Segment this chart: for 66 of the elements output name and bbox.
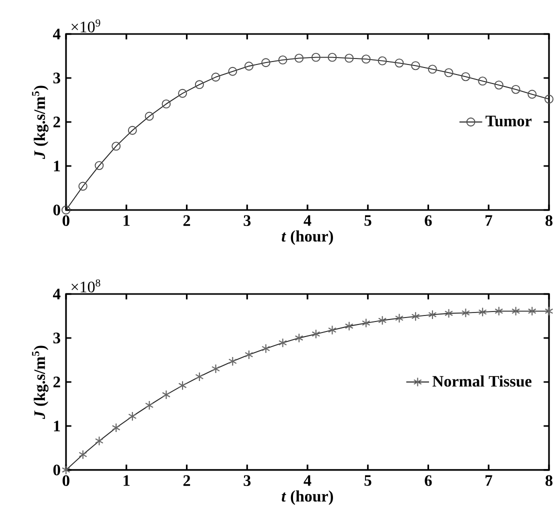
y-tick-label: 1 <box>54 160 60 172</box>
y-tick-label: 4 <box>52 288 60 300</box>
x-tick-label: 5 <box>364 215 372 226</box>
x-tick-label: 2 <box>183 475 190 486</box>
point <box>362 54 371 64</box>
text: ×10$^{9}$ <box>72 19 100 32</box>
x-tick-label: 0 <box>62 215 70 226</box>
y-tick-label: 3 <box>53 332 60 344</box>
point <box>378 56 387 66</box>
point <box>328 52 337 62</box>
point <box>211 72 220 82</box>
x-axis-title: t (hour) <box>282 490 333 505</box>
y-tick-label: 0 <box>53 464 60 476</box>
x-tick-label: 0 <box>62 475 70 486</box>
point <box>528 90 537 99</box>
point <box>244 62 254 71</box>
x-tick-label: 4 <box>304 215 312 226</box>
x-tick-label: 6 <box>424 215 432 226</box>
point <box>494 80 504 90</box>
x-tick-label: 3 <box>244 215 251 226</box>
point <box>178 88 187 98</box>
point <box>461 72 470 82</box>
point <box>162 99 171 108</box>
x-tick-label: 3 <box>244 475 251 486</box>
point <box>78 182 88 191</box>
y-tick-label: 0 <box>53 204 60 216</box>
y-tick-label: 4 <box>52 28 60 40</box>
point <box>544 94 554 104</box>
x-tick-label: 5 <box>364 475 372 486</box>
legend-label: Tumor <box>486 116 532 126</box>
legend-label: Normal Tissue <box>432 375 532 387</box>
x-tick-label: 7 <box>486 215 492 226</box>
point <box>278 55 288 64</box>
x-tick-label: 6 <box>424 475 432 486</box>
y-tick-label: 2 <box>53 116 60 128</box>
point <box>344 54 354 63</box>
point <box>62 206 70 214</box>
x-tick-label: 8 <box>546 475 552 486</box>
x-tick-label: 1 <box>124 475 130 486</box>
y-axis-title: J (kg.s/m$^{5}$) <box>32 346 48 419</box>
point <box>478 76 488 86</box>
point <box>311 52 320 62</box>
point <box>394 58 404 68</box>
point <box>444 68 454 78</box>
x-tick-label: 4 <box>304 475 312 486</box>
x-tick-label: 2 <box>183 215 190 226</box>
x-tick-label: 8 <box>546 215 552 226</box>
y-axis-title: J (kg.s/m$^{5}$) <box>32 86 48 159</box>
point <box>112 142 121 151</box>
point <box>144 112 154 121</box>
y-tick-label: 3 <box>53 72 60 84</box>
x-tick-label: 1 <box>124 215 130 226</box>
point <box>428 64 437 74</box>
point <box>128 126 137 135</box>
x-axis-title: t (hour) <box>282 230 333 245</box>
point <box>261 58 270 68</box>
y-tick-label: 1 <box>54 420 60 432</box>
text: ×10$^{8}$ <box>72 279 100 292</box>
point <box>94 161 104 170</box>
point <box>194 80 204 90</box>
point <box>411 61 420 70</box>
point <box>511 84 520 94</box>
x-tick-label: 7 <box>486 475 492 486</box>
y-tick-label: 2 <box>53 376 60 388</box>
point <box>294 54 304 63</box>
point <box>228 66 238 76</box>
